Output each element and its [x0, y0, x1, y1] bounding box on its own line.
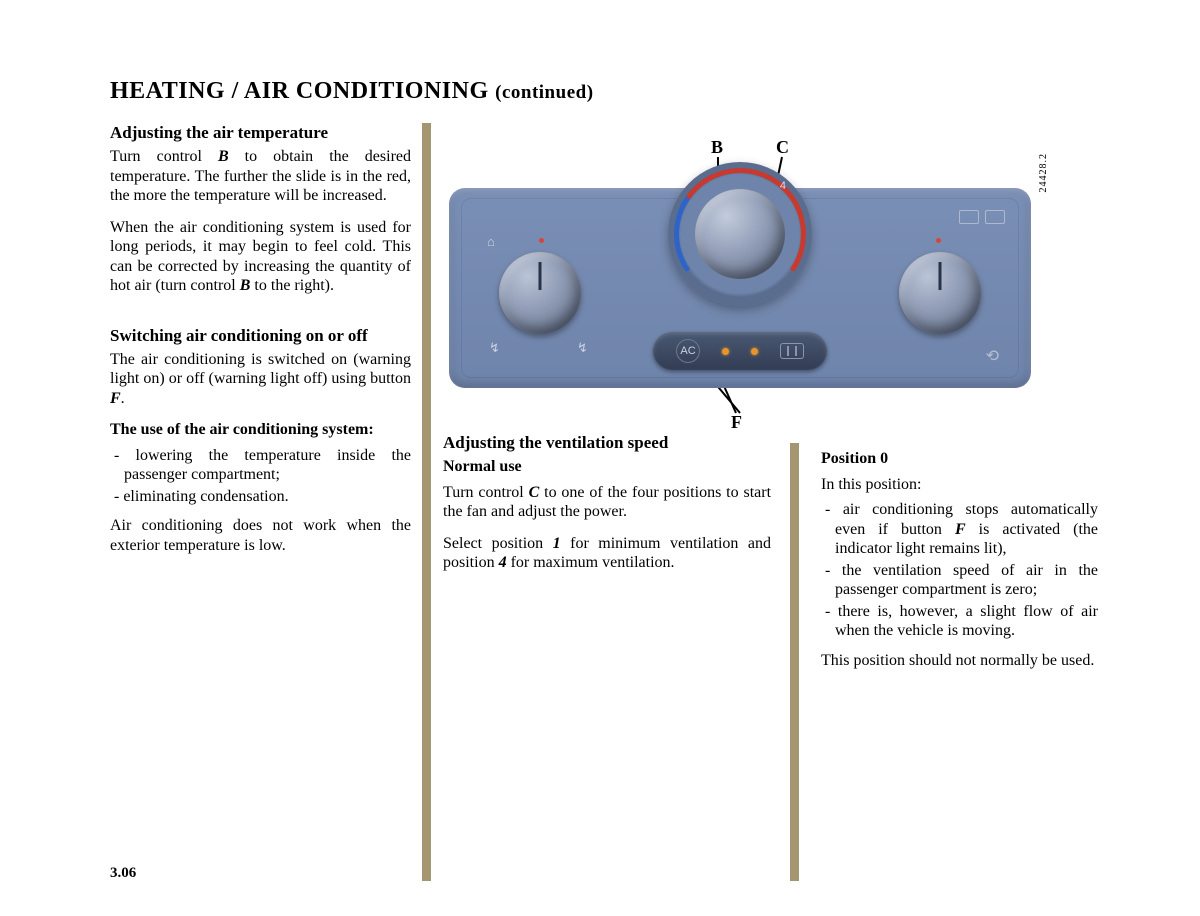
rear-defrost-button-icon	[780, 343, 804, 359]
ac-button-icon: AC	[676, 339, 700, 363]
title-suffix: (continued)	[495, 82, 593, 103]
body-text: Turn control B to obtain the desired tem…	[110, 147, 411, 206]
column-separator	[790, 443, 799, 881]
bullet-list: air conditioning stops automatically eve…	[821, 500, 1098, 641]
list-item: there is, however, a slight flow of air …	[821, 602, 1098, 641]
defrost-mark-icon: ⌂	[487, 234, 495, 249]
body-text: In this position:	[821, 475, 1098, 495]
body-text: Turn control C to one of the four positi…	[443, 483, 771, 522]
airflow-mark-icon: ↯	[489, 340, 500, 356]
page-number: 3.06	[110, 865, 136, 882]
title-main: HEATING / AIR CONDITIONING	[110, 78, 489, 104]
list-item: air conditioning stops automatically eve…	[821, 500, 1098, 559]
fan-knob-icon	[499, 252, 581, 334]
led-indicator-icon	[751, 348, 758, 355]
subhead-ventilation: Adjusting the ventilation speed	[443, 433, 771, 453]
body-text: This position should not normally be use…	[821, 651, 1098, 671]
subhead-switch-ac: Switching air conditioning on or off	[110, 326, 411, 346]
dial-number: 4	[780, 180, 786, 192]
body-text: Select position 1 for minimum ventilatio…	[443, 534, 771, 573]
subhead-adjust-temp: Adjusting the air temperature	[110, 123, 411, 143]
callout-label-C: C	[776, 137, 789, 158]
body-bold: The use of the air conditioning system:	[110, 420, 411, 440]
sub-label: Position 0	[821, 449, 1098, 469]
airflow-mark-icon: ↯	[577, 340, 588, 356]
list-item: lowering the temperature inside the pass…	[110, 446, 411, 485]
page-title: HEATING / AIR CONDITIONING (continued)	[110, 78, 1105, 105]
callout-label-B: B	[711, 137, 723, 158]
button-bar: AC	[653, 332, 827, 370]
temperature-knob-icon	[695, 189, 785, 279]
body-text: The air conditioning is switched on (war…	[110, 350, 411, 409]
led-indicator-icon	[722, 348, 729, 355]
body-text: Air conditioning does not work when the …	[110, 516, 411, 555]
indicator-dot	[539, 238, 544, 243]
bullet-list: lowering the temperature inside the pass…	[110, 446, 411, 507]
list-item: eliminating condensation.	[110, 487, 411, 507]
sub-label: Normal use	[443, 457, 771, 477]
temperature-dial: 4	[668, 162, 812, 306]
list-item: the ventilation speed of air in the pass…	[821, 561, 1098, 600]
body-text: When the air conditioning system is used…	[110, 218, 411, 296]
callout-label-F: F	[731, 412, 742, 433]
